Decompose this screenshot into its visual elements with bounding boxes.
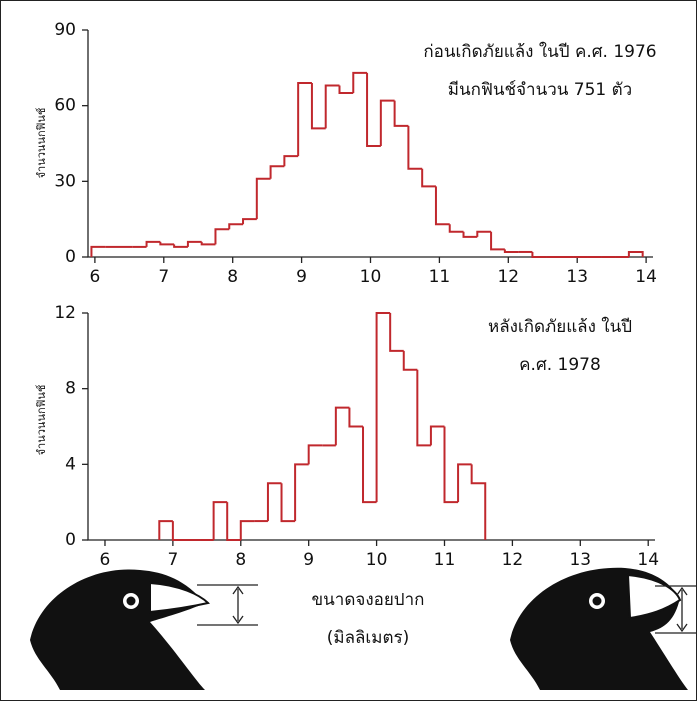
y-tick-label: 0 [65,530,76,550]
x-tick-label: 12 [502,550,524,570]
y-tick-label: 60 [54,96,76,116]
y-tick-label: 12 [54,303,76,323]
x-tick-label: 14 [637,550,659,570]
x-axis-label: ขนาดจงอยปาก [312,590,425,610]
annotation: มีนกฟินช์จำนวน 751 ตัว [448,80,632,100]
annotation: ค.ศ. 1978 [519,355,601,375]
x-tick-label: 10 [366,550,388,570]
x-axis-label: (มิลลิเมตร) [327,628,410,648]
x-tick-label: 10 [360,267,382,287]
x-tick-label: 6 [100,550,111,570]
x-tick-label: 7 [167,550,178,570]
y-tick-label: 90 [54,20,76,40]
x-tick-label: 7 [158,267,169,287]
x-tick-label: 9 [303,550,314,570]
x-tick-label: 8 [235,550,246,570]
chart: 030609067891011121314จำนวนนกฟินช์ก่อนเกิ… [0,0,697,701]
y-axis-label: จำนวนนกฟินช์ [35,385,48,456]
x-tick-label: 11 [434,550,456,570]
x-tick-label: 13 [566,267,588,287]
x-tick-label: 14 [635,267,657,287]
x-tick-label: 8 [227,267,238,287]
y-tick-label: 0 [65,247,76,267]
y-tick-label: 4 [65,454,76,474]
x-tick-label: 9 [296,267,307,287]
y-tick-label: 8 [65,379,76,399]
x-tick-label: 6 [89,267,100,287]
x-tick-label: 12 [497,267,519,287]
x-tick-label: 11 [429,267,451,287]
y-tick-label: 30 [54,171,76,191]
y-axis-label: จำนวนนกฟินช์ [35,108,48,179]
annotation: หลังเกิดภัยแล้ง ในปี [488,316,632,337]
x-tick-label: 13 [569,550,591,570]
annotation: ก่อนเกิดภัยแล้ง ในปี ค.ศ. 1976 [423,41,656,62]
